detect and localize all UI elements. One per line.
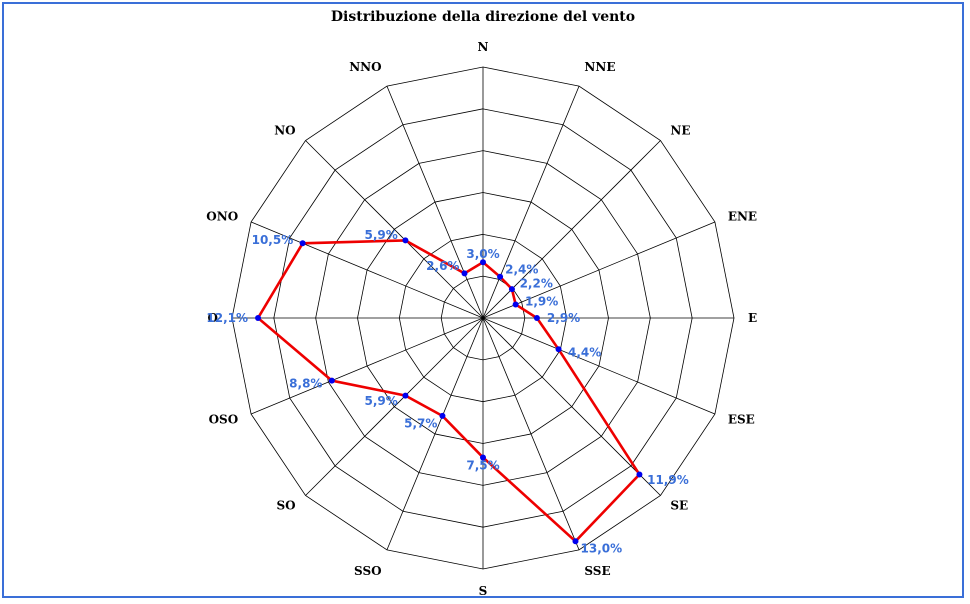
direction-label: SSO xyxy=(354,564,382,578)
grid-spoke xyxy=(386,85,484,319)
grid-spoke xyxy=(386,317,484,551)
data-point xyxy=(480,259,486,266)
value-label: 10,5% xyxy=(252,233,294,247)
data-point xyxy=(480,454,486,461)
value-label: 2,6% xyxy=(426,259,459,273)
data-point xyxy=(533,315,540,321)
data-point xyxy=(402,392,409,399)
value-label: 2,9% xyxy=(547,311,580,325)
grid-spoke xyxy=(250,221,484,319)
grid-spoke xyxy=(305,317,484,496)
value-label: 3,0% xyxy=(466,247,499,261)
radar-labels: N NNE NE ENE E ESE SE SSE S SSO SO OSO O ONO NO NNO 3,0%… xyxy=(206,40,757,598)
direction-label: ONO xyxy=(206,210,238,224)
radar-grid xyxy=(231,66,735,570)
direction-label: ENE xyxy=(728,210,757,224)
direction-label: NNE xyxy=(584,60,615,74)
grid-spoke xyxy=(305,140,484,319)
direction-label: SE xyxy=(670,498,688,512)
value-label: 5,9% xyxy=(364,394,397,408)
data-point xyxy=(328,377,335,384)
value-label: 12,1% xyxy=(206,311,248,325)
value-label: 5,9% xyxy=(364,228,397,242)
data-point xyxy=(572,538,579,545)
data-point xyxy=(461,270,468,277)
chart-title: Distribuzione della direzione del vento xyxy=(330,9,636,25)
data-point xyxy=(439,412,446,419)
direction-label: S xyxy=(479,584,488,598)
value-label: 11,9% xyxy=(647,473,689,487)
grid-spoke xyxy=(482,317,580,551)
grid-spoke xyxy=(482,221,716,319)
value-label: 5,7% xyxy=(404,416,437,430)
grid-spoke xyxy=(250,317,484,415)
direction-label: NO xyxy=(274,124,295,138)
direction-label: O xyxy=(208,311,218,325)
data-point xyxy=(508,286,515,293)
direction-label: NNO xyxy=(349,60,381,74)
direction-label: SSE xyxy=(584,564,610,578)
value-label: 8,8% xyxy=(289,377,322,391)
value-label: 4,4% xyxy=(568,345,601,359)
direction-label: ESE xyxy=(728,412,755,426)
grid-spoke xyxy=(482,317,716,415)
value-label: 7,5% xyxy=(466,458,499,472)
direction-label: NE xyxy=(670,124,690,138)
data-point xyxy=(255,315,262,321)
value-label: 13,0% xyxy=(581,542,623,556)
value-label: 2,4% xyxy=(505,262,538,276)
direction-label: OSO xyxy=(209,412,239,426)
direction-label: N xyxy=(478,40,489,54)
data-point xyxy=(555,346,562,353)
direction-label: E xyxy=(748,311,757,325)
data-point xyxy=(402,237,409,244)
direction-label: SO xyxy=(276,498,295,512)
value-label: 1,9% xyxy=(525,294,558,308)
grid-spoke xyxy=(482,317,661,496)
data-point xyxy=(636,471,643,478)
data-point xyxy=(497,273,504,280)
radar-series xyxy=(255,237,643,545)
grid-spoke xyxy=(482,140,661,319)
value-label: 2,2% xyxy=(520,276,553,290)
data-point xyxy=(299,240,306,247)
data-point xyxy=(512,301,519,308)
